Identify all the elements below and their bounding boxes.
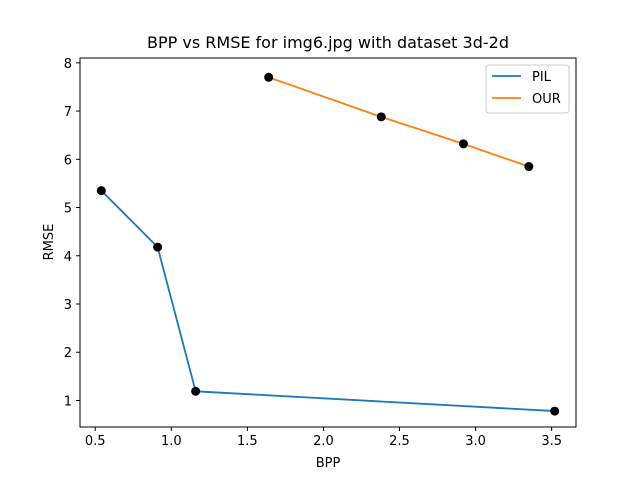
legend: PIL OUR [485, 64, 570, 114]
y-tick-label: 7 [64, 105, 72, 120]
x-tick-label: 1.5 [237, 434, 258, 449]
data-point-our [524, 162, 534, 172]
series-line-our [268, 76, 530, 168]
y-tick-label: 2 [64, 346, 72, 361]
x-tick-label: 2.5 [389, 434, 410, 449]
series-line-pil [100, 190, 555, 412]
data-point-our [264, 72, 274, 82]
y-tick-label: 1 [64, 394, 72, 409]
series-layer [100, 76, 555, 412]
legend-label-pil: PIL [532, 70, 552, 85]
y-tick-label: 8 [64, 57, 72, 72]
data-point-our [458, 139, 468, 149]
data-point-our [376, 112, 386, 122]
legend-label-our: OUR [532, 92, 561, 107]
legend-box [485, 64, 570, 114]
x-axis-label: BPP [316, 456, 341, 471]
y-tick-label: 6 [64, 153, 72, 168]
y-tick-label: 3 [64, 298, 72, 313]
plot-area-frame [79, 57, 577, 428]
data-point-pil [191, 386, 201, 396]
x-tick-label: 3.0 [465, 434, 486, 449]
y-axis: 1 2 3 4 5 6 7 8 [64, 57, 80, 409]
x-tick-label: 0.5 [85, 434, 106, 449]
x-tick-label: 3.5 [541, 434, 562, 449]
y-tick-label: 4 [64, 250, 72, 265]
x-axis: 0.5 1.0 1.5 2.0 2.5 3.0 3.5 [85, 427, 562, 449]
y-tick-label: 5 [64, 202, 72, 217]
y-axis-label: RMSE [42, 224, 57, 261]
x-tick-label: 1.0 [161, 434, 182, 449]
data-point-pil [550, 406, 560, 416]
data-point-pil [153, 242, 163, 252]
chart-title: BPP vs RMSE for img6.jpg with dataset 3d… [147, 33, 509, 52]
data-point-pil [96, 186, 106, 196]
marker-layer [96, 72, 560, 416]
x-tick-label: 2.0 [313, 434, 334, 449]
